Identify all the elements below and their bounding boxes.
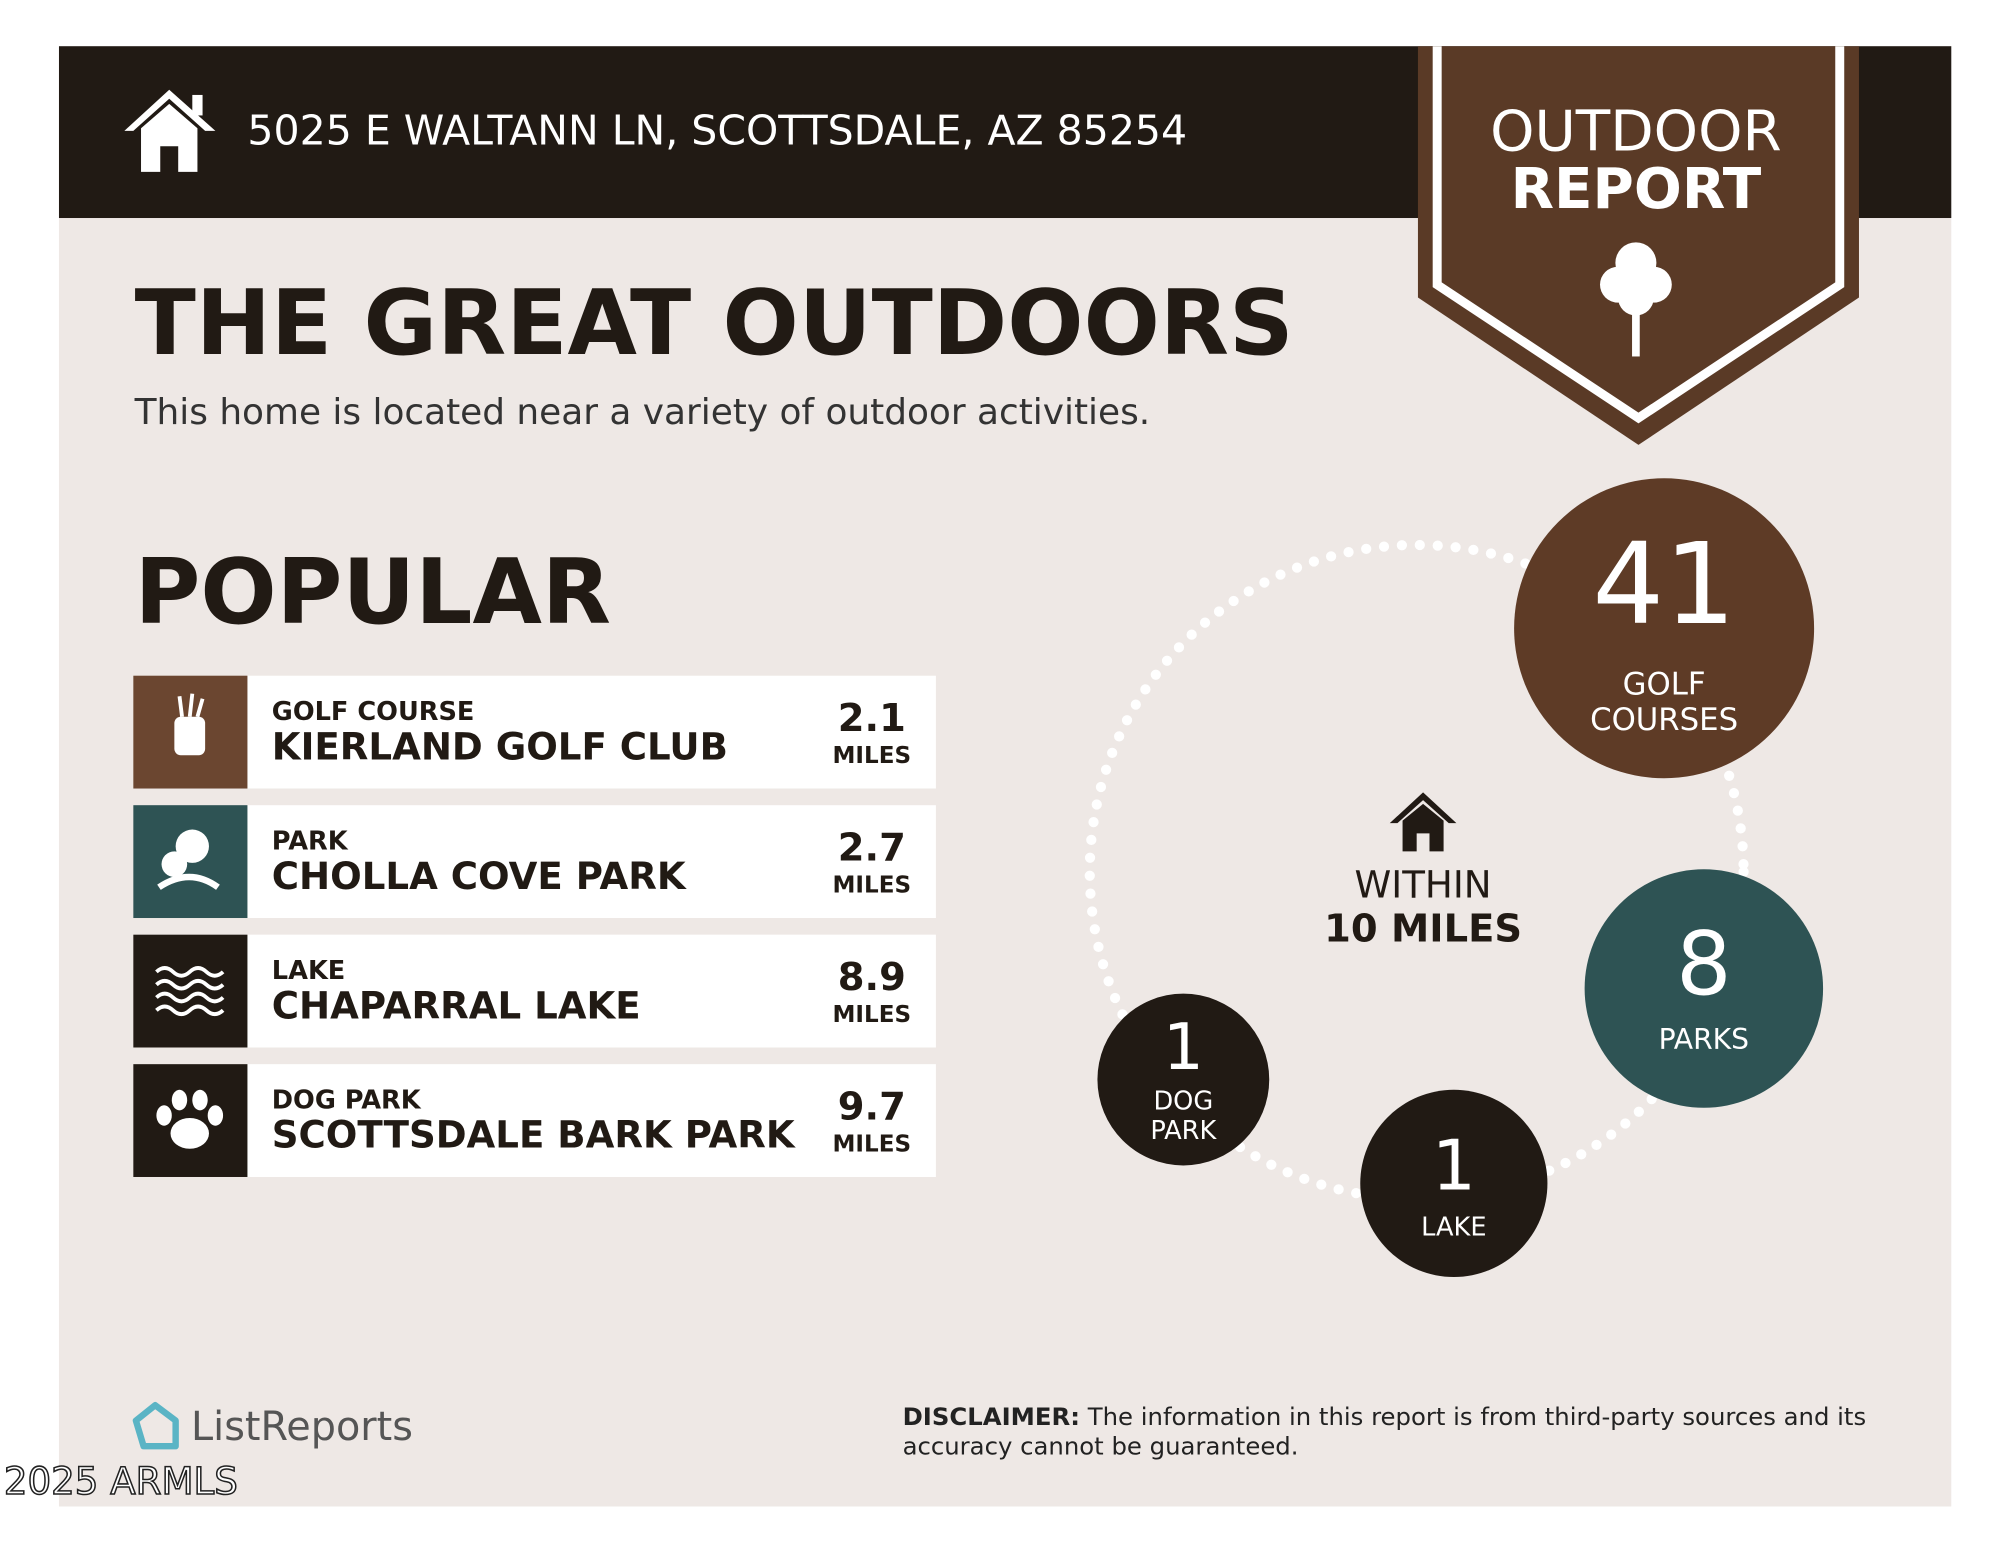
paw-icon (170, 1118, 209, 1149)
home-icon (124, 89, 216, 172)
address: 5025 E WALTANN LN, SCOTTSDALE, AZ 85254 (247, 106, 1187, 154)
subtitle: This home is located near a variety of o… (134, 392, 1151, 433)
watermark: 2025 ARMLS (4, 1459, 238, 1503)
radius-ring (1084, 539, 1749, 1204)
golf-icon (177, 693, 205, 718)
row-unit: MILES (832, 743, 911, 769)
disclaimer-line: accuracy cannot be guaranteed. (903, 1432, 1299, 1461)
brand-logo (132, 1401, 179, 1450)
bubble (1360, 1089, 1548, 1277)
disclaimer-label: DISCLAIMER: (903, 1402, 1080, 1431)
badge-outline (1432, 46, 1845, 424)
row-distance: 8.9 (838, 955, 906, 1000)
golf-icon (174, 716, 206, 756)
row-unit: MILES (832, 1131, 911, 1157)
row-category: PARK (272, 826, 349, 856)
row-distance: 9.7 (838, 1085, 906, 1130)
row-icon-bg (133, 934, 248, 1048)
lake-icon (155, 1004, 225, 1017)
tree-icon (1600, 242, 1672, 357)
within-label: WITHIN (1355, 863, 1492, 907)
bubble-label: GOLF (1623, 666, 1706, 702)
bubble-count: 1 (1163, 1011, 1204, 1085)
lake-icon (155, 978, 225, 991)
row-distance: 2.1 (838, 696, 906, 741)
row-bg (247, 675, 936, 789)
paw-icon (207, 1105, 224, 1126)
brand: ListReports (191, 1404, 413, 1450)
bubble-label: LAKE (1421, 1212, 1486, 1242)
row-category: GOLF COURSE (272, 697, 475, 727)
row-bg (247, 1064, 936, 1177)
bubble-count: 41 (1592, 518, 1736, 650)
row-category: LAKE (272, 956, 346, 986)
park-icon (161, 851, 188, 877)
bubble-label: PARK (1150, 1116, 1217, 1146)
disclaimer: DISCLAIMER: The information in this repo… (903, 1402, 1867, 1431)
bubble (1584, 869, 1824, 1108)
row-name: CHOLLA COVE PARK (272, 854, 687, 898)
title: THE GREAT OUTDOORS (135, 272, 1294, 376)
paw-icon (156, 1105, 172, 1126)
bubble (1514, 478, 1815, 779)
popular-heading: POPULAR (135, 541, 611, 645)
bubble-label: COURSES (1590, 702, 1738, 738)
paw-icon (192, 1089, 208, 1111)
row-distance: 2.7 (838, 826, 906, 871)
bubble-count: 8 (1676, 913, 1731, 1015)
bubble-count: 1 (1432, 1127, 1476, 1207)
row-unit: MILES (832, 1002, 911, 1028)
count-bubble: 1 LAKE (1360, 1089, 1548, 1277)
badge-line1: OUTDOOR (1490, 99, 1782, 164)
row-bg (247, 934, 936, 1048)
lake-icon (155, 991, 225, 1004)
bubble-label: DOG (1153, 1087, 1213, 1117)
bubble-label: PARKS (1659, 1023, 1749, 1056)
row-name: KIERLAND GOLF CLUB (272, 724, 728, 768)
paw-icon (171, 1089, 188, 1111)
row-category: DOG PARK (272, 1085, 422, 1115)
row-name: SCOTTSDALE BARK PARK (272, 1113, 796, 1157)
park-icon (157, 873, 220, 890)
badge-line2: REPORT (1511, 157, 1762, 222)
center-home-icon (1389, 792, 1457, 852)
row-name: CHAPARRAL LAKE (272, 983, 641, 1027)
lake-icon (155, 966, 225, 978)
row-bg (247, 805, 936, 919)
park-icon (175, 829, 209, 863)
within-distance: 10 MILES (1324, 906, 1522, 951)
disclaimer-line: The information in this report is from t… (1087, 1402, 1866, 1431)
bubble (1097, 993, 1270, 1166)
count-bubble: 8 PARKS (1584, 869, 1824, 1108)
row-unit: MILES (832, 872, 911, 898)
